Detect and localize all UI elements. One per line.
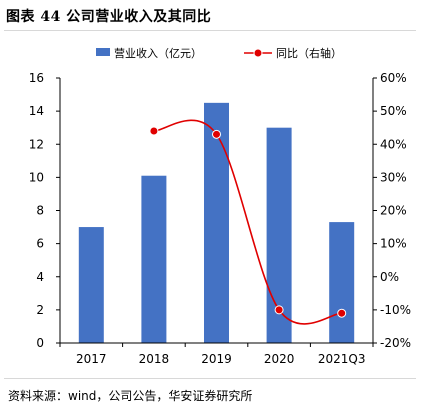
yoy-point-2020 — [274, 305, 284, 315]
x-axis-tick-label: 2020 — [264, 352, 295, 366]
right-axis-tick-label: 0% — [380, 270, 399, 284]
legend: 营业收入（亿元） 同比（右轴） — [96, 46, 342, 60]
source-bar: 资料来源：wind，公司公告，华安证券研究所 — [4, 378, 416, 415]
x-axis-tick-label: 2019 — [201, 352, 232, 366]
left-axis-tick-label: 8 — [36, 204, 44, 218]
right-axis-tick-label: 10% — [380, 237, 407, 251]
left-axis-tick-label: 10 — [29, 170, 44, 184]
right-axis-tick-label: -20% — [380, 336, 411, 350]
bar-2021Q3 — [329, 222, 355, 343]
left-axis-tick-label: 12 — [29, 137, 44, 151]
right-axis-tick-label: 20% — [380, 204, 407, 218]
line-series — [149, 119, 347, 325]
left-axis-tick-label: 4 — [36, 270, 44, 284]
chart-area: 营业收入（亿元） 同比（右轴） 0 2 4 6 8 10 12 14 16 -20% -10% 0% 10… — [0, 30, 422, 382]
yoy-point-2018 — [149, 126, 159, 136]
left-axis-tick-label: 2 — [36, 303, 44, 317]
title-bar: 图表 44 公司营业收入及其同比 — [4, 0, 416, 31]
bar-2019 — [204, 102, 229, 343]
left-axis-tick-label: 6 — [36, 237, 44, 251]
right-axis-tick-label: 40% — [380, 137, 407, 151]
x-axis-tick-label: 2017 — [76, 352, 107, 366]
right-axis-tick-label: 50% — [380, 104, 407, 118]
x-axis-tick-label: 2021Q3 — [318, 352, 366, 366]
yoy-point-2019 — [212, 129, 221, 139]
yoy-line — [153, 119, 342, 325]
legend-line-label: 同比（右轴） — [276, 46, 342, 60]
legend-bar-label: 营业收入（亿元） — [114, 46, 202, 60]
axes: 0 2 4 6 8 10 12 14 16 -20% -10% 0% 10% 20% 30% 40% 50% 60… — [29, 71, 411, 366]
bar-series — [78, 102, 355, 343]
left-axis-tick-label: 14 — [29, 104, 44, 118]
x-axis-tick-label: 2018 — [139, 352, 170, 366]
yoy-point-2021Q3 — [337, 308, 347, 318]
bar-2017 — [78, 227, 104, 343]
legend-line-marker — [253, 48, 263, 58]
source-note: 资料来源：wind，公司公告，华安证券研究所 — [8, 389, 253, 403]
right-axis-tick-label: 30% — [380, 170, 407, 184]
chart-svg: 营业收入（亿元） 同比（右轴） 0 2 4 6 8 10 12 14 16 -20% -10% 0% 10… — [29, 46, 411, 366]
left-axis-tick-label: 16 — [29, 71, 44, 85]
right-axis-tick-label: -10% — [380, 303, 411, 317]
bar-2018 — [141, 175, 167, 343]
legend-bar-swatch — [96, 48, 110, 56]
left-axis-tick-label: 0 — [36, 336, 44, 350]
chart-title: 图表 44 公司营业收入及其同比 — [6, 9, 212, 25]
right-axis-tick-label: 60% — [380, 71, 407, 85]
